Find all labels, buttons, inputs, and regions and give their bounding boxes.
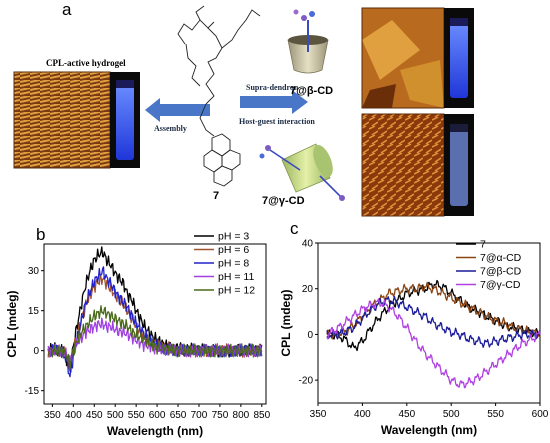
chartB-y-tick-label: 15 [28,306,40,317]
chartB-x-tick-label: 350 [44,410,61,421]
chartB-x-tick-label: 650 [170,410,187,421]
panel-c-letter: c [290,219,299,238]
chartB-legend-label-ph-11: pH = 11 [218,271,254,283]
chartC-y-tick-label: 0 [307,330,313,341]
chartC-x-tick-label: 550 [487,409,504,420]
chart-b: b 350 400 450 500 550 600 650 700 750 800 850 -15 0 1… [5,225,271,438]
chartB-x-tick-label: 450 [86,410,103,421]
chartB-x-tick-label: 750 [212,410,229,421]
gamma-cd-micrograph [361,113,474,217]
chartC-series-line-7 [326,279,541,352]
chartB-y-tick-label: 30 [28,266,40,277]
assembly-label: Assembly [154,124,187,133]
chartC-y-tick-label: -20 [299,376,314,387]
chartC-series-line-7-cd [326,281,541,340]
panel-a: a CPL-active hydrogel Assembly [13,0,474,217]
chartB-y-tick-label: 0 [33,346,39,357]
chartB-legend-label-ph-8: pH = 8 [218,258,249,270]
gamma-cd-label: 7@γ-CD [262,195,305,207]
hydrogel-vial [110,72,140,168]
chart-c-y-axis-title: CPL (mdeg) [279,289,293,356]
chartB-x-tick-label: 800 [233,410,250,421]
chartC-x-tick-label: 400 [354,409,371,420]
chart-c: c 350 400 450 500 550 600 -20 0 20 40 77@α-CD 7@β-… [279,219,549,437]
chartC-x-tick-label: 350 [310,409,327,420]
chart-c-x-axis-title: Wavelength (nm) [381,423,477,437]
chartC-y-tick-label: 20 [302,284,314,295]
panel-b-letter: b [36,225,45,244]
chartB-x-tick-label: 400 [65,410,82,421]
chartB-legend-label-ph-6: pH = 6 [218,244,249,256]
assembly-arrow [145,98,210,122]
chartB-y-tick-label: -15 [25,386,40,397]
chartC-x-tick-label: 500 [443,409,460,420]
chartB-x-tick-label: 600 [149,410,166,421]
chartC-legend-label-7-cd: 7@β-CD [480,266,522,278]
chartC-series-line-7-cd [326,295,541,348]
chartB-series-line-ph-12 [47,305,263,370]
chartC-legend-label-7: 7 [480,239,486,251]
chartB-legend-label-ph-12: pH = 12 [218,285,255,297]
chartB-plot-frame [43,243,267,405]
hydrogel-label: CPL-active hydrogel [46,58,126,68]
host-guest-label: Host-guest interaction [239,117,315,126]
chartC-x-tick-label: 600 [532,409,549,420]
chartB-series-line-ph-8 [47,266,263,378]
chartC-series-line-7-cd [326,298,541,389]
hydrogel-micrograph [13,71,111,169]
chartC-x-tick-label: 450 [398,409,415,420]
supra-dendron-label: Supra-dendron [246,83,299,92]
chartC-legend-label-7-cd: 7@α-CD [480,252,522,264]
beta-cd-label: 7@β-CD [290,85,333,97]
supra-dendron-arrow [240,90,308,114]
chartB-legend-label-ph-3: pH = 3 [218,231,249,243]
chartC-y-tick-label: 40 [302,239,314,250]
beta-cd-cup [287,9,329,74]
chartC-legend-label-7-cd: 7@γ-CD [480,279,521,291]
beta-cd-micrograph [361,7,474,109]
chartB-x-tick-label: 550 [128,410,145,421]
molecule-7-structure [177,5,261,187]
chartC-plot-frame [317,242,541,404]
chartB-x-tick-label: 500 [107,410,124,421]
panel-a-letter: a [62,0,72,19]
chart-b-x-axis-title: Wavelength (nm) [107,424,203,438]
chart-b-y-axis-title: CPL (mdeg) [5,290,19,357]
chartB-x-tick-label: 850 [253,410,270,421]
gamma-cd-cone [259,143,345,201]
compound-label: 7 [213,190,219,202]
chartB-x-tick-label: 700 [191,410,208,421]
